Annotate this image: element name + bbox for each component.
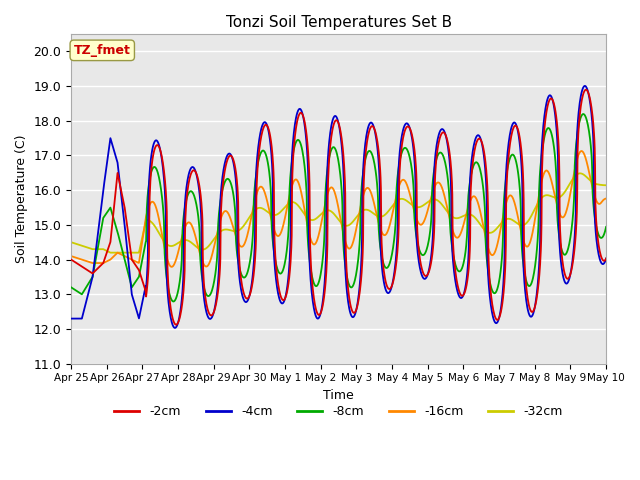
-16cm xyxy=(109,254,116,260)
-2cm xyxy=(67,257,75,263)
Text: TZ_fmet: TZ_fmet xyxy=(74,44,131,57)
-4cm xyxy=(294,107,302,113)
-2cm xyxy=(372,131,380,137)
-2cm xyxy=(602,256,610,262)
-8cm xyxy=(602,224,610,230)
-32cm xyxy=(131,250,138,255)
-32cm xyxy=(576,170,584,176)
Legend: -2cm, -4cm, -8cm, -16cm, -32cm: -2cm, -4cm, -8cm, -16cm, -32cm xyxy=(109,400,568,423)
-16cm xyxy=(294,180,302,186)
-2cm xyxy=(109,218,116,224)
-16cm xyxy=(602,196,610,202)
-8cm xyxy=(170,299,177,304)
-4cm xyxy=(581,83,589,89)
-16cm xyxy=(372,208,380,214)
-32cm xyxy=(372,212,380,218)
-4cm xyxy=(602,256,610,262)
-2cm xyxy=(294,113,302,119)
-4cm xyxy=(316,314,323,320)
-32cm xyxy=(316,213,323,219)
-32cm xyxy=(306,216,314,222)
X-axis label: Time: Time xyxy=(323,389,354,402)
-4cm xyxy=(67,316,75,322)
-4cm xyxy=(131,300,138,306)
-16cm xyxy=(306,232,314,238)
-4cm xyxy=(109,143,116,148)
-4cm xyxy=(372,134,380,140)
Line: -16cm: -16cm xyxy=(71,151,606,267)
-2cm xyxy=(306,182,314,188)
-8cm xyxy=(579,111,587,117)
-4cm xyxy=(171,325,179,331)
-32cm xyxy=(602,182,610,188)
Y-axis label: Soil Temperature (C): Soil Temperature (C) xyxy=(15,134,28,263)
-32cm xyxy=(294,203,302,209)
-2cm xyxy=(131,261,138,266)
-16cm xyxy=(168,264,175,270)
-2cm xyxy=(316,312,323,318)
Title: Tonzi Soil Temperatures Set B: Tonzi Soil Temperatures Set B xyxy=(225,15,452,30)
Line: -32cm: -32cm xyxy=(71,173,606,252)
-8cm xyxy=(131,281,138,287)
-4cm xyxy=(306,259,314,264)
Line: -2cm: -2cm xyxy=(71,90,606,324)
-16cm xyxy=(67,253,75,259)
-32cm xyxy=(109,250,116,255)
-2cm xyxy=(172,322,180,327)
Line: -8cm: -8cm xyxy=(71,114,606,301)
-8cm xyxy=(67,285,75,290)
-32cm xyxy=(107,250,115,255)
-8cm xyxy=(316,278,323,284)
-32cm xyxy=(67,240,75,245)
-8cm xyxy=(294,137,302,143)
-16cm xyxy=(578,148,586,154)
-16cm xyxy=(316,230,323,236)
-2cm xyxy=(582,87,590,93)
-8cm xyxy=(372,170,380,176)
-8cm xyxy=(306,257,314,263)
-16cm xyxy=(131,258,138,264)
-8cm xyxy=(109,212,116,218)
Line: -4cm: -4cm xyxy=(71,86,606,328)
